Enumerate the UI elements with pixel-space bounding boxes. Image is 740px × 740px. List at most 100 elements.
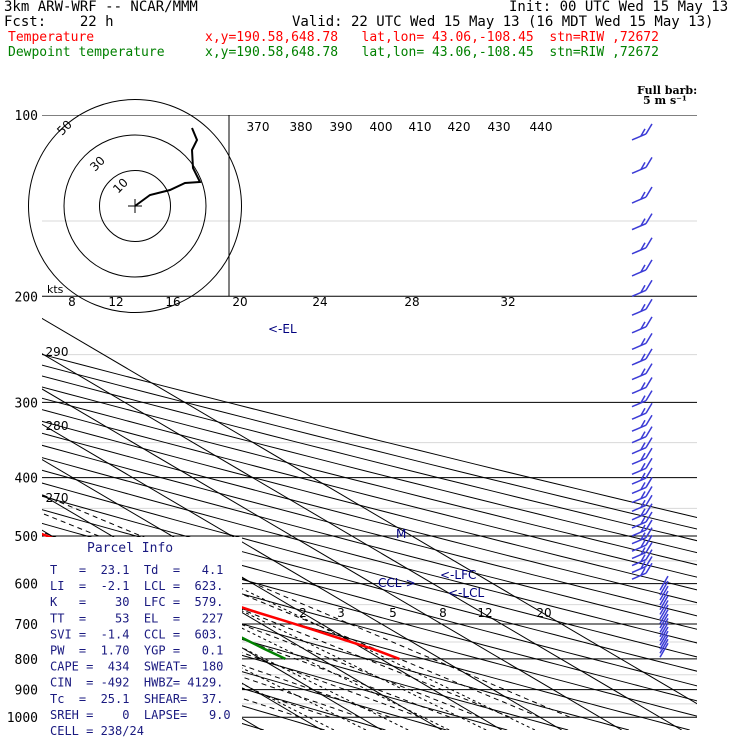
temperature-profile: [42, 532, 400, 661]
wind-barb: [645, 377, 653, 388]
wind-barb: [631, 386, 647, 395]
wind-barb: [645, 467, 653, 479]
mixing-ratio-label: 2: [299, 606, 307, 620]
wind-barb: [645, 519, 653, 531]
wind-barb: [659, 609, 669, 624]
wind-barb: [631, 308, 647, 316]
pressure-tick-label: 800: [15, 653, 38, 668]
wind-barb: [631, 247, 647, 255]
wind-barb: [631, 513, 647, 521]
wind-barb: [645, 414, 653, 426]
wind-barb: [631, 133, 647, 141]
wind-barb: [640, 532, 646, 541]
theta-label: 420: [448, 120, 471, 134]
wind-barb: [631, 342, 647, 351]
upper-scale-label: 8: [68, 295, 76, 309]
parcel-info-row: CIN = -492 HWBZ= 4129.: [50, 676, 223, 690]
wind-barb: [640, 407, 646, 416]
parcel-info-row: T = 23.1 Td = 4.1: [50, 563, 223, 577]
wind-barb: [640, 419, 646, 428]
wind-barb: [640, 442, 646, 451]
pressure-tick-label: 200: [15, 290, 38, 305]
wind-barb: [659, 590, 669, 606]
wind-barb: [640, 431, 646, 440]
wind-barb: [659, 575, 669, 591]
wind-barb: [640, 395, 646, 404]
wind-barb: [645, 402, 653, 414]
parcel-panel-bg: [42, 537, 242, 732]
temperature-location: x,y=190.58,648.78 lat,lon= 43.06,-108.45…: [205, 30, 659, 45]
wind-barb: [631, 358, 647, 366]
wind-barb: [659, 638, 669, 654]
wind-barb: [659, 618, 669, 633]
wind-barb: [659, 580, 669, 596]
wind-barb: [645, 549, 653, 560]
pressure-tick-label: 700: [15, 618, 38, 633]
wind-barb: [640, 491, 646, 499]
mixing-ratio-label: 5: [389, 606, 397, 620]
pressure-tick-label: 300: [15, 396, 38, 411]
wind-barb: [645, 556, 653, 567]
dry-adiabat: [42, 482, 697, 658]
wind-barb: [645, 156, 653, 168]
mixing-ratio-label: 12: [477, 606, 492, 620]
wind-barb: [645, 363, 653, 374]
wind-barb: [640, 508, 646, 517]
wind-barb: [631, 457, 647, 465]
wind-barb: [659, 634, 669, 650]
theta-label: 280: [46, 419, 69, 433]
isotherm-line: [42, 459, 502, 730]
wind-barb: [645, 316, 653, 328]
theta-label: 380: [290, 120, 313, 134]
mixing-ratio-label: 8: [439, 606, 447, 620]
wind-barb: [640, 516, 646, 525]
wind-barb: [645, 213, 653, 225]
mixing-ratio-line: [112, 583, 409, 730]
parcel-info-panel: Parcel Info T = 23.1 Td = 4.1 LI = -2.1 LC…: [50, 541, 231, 738]
wind-barb: [631, 412, 647, 420]
wind-barb: [631, 486, 647, 495]
wind-barb: [631, 572, 647, 580]
wind-barb: [640, 337, 646, 346]
level-annotation: <-LCL: [448, 586, 484, 600]
hodograph-ring: [28, 99, 242, 313]
wind-barb: [645, 123, 653, 135]
wind-barb: [640, 321, 646, 330]
parcel-info-title: Parcel Info: [87, 541, 173, 556]
dry-adiabat: [42, 420, 697, 591]
wind-barb: [640, 161, 646, 170]
wind-barb: [645, 332, 653, 344]
wind-barb: [645, 457, 653, 469]
theta-label: 270: [46, 491, 69, 505]
wind-barb: [631, 551, 647, 560]
upper-scale-label: 16: [165, 295, 180, 309]
wind-barb: [659, 613, 669, 629]
wind-barb: [631, 504, 647, 512]
wind-barb: [631, 565, 647, 574]
upper-scale-label: 24: [312, 295, 327, 309]
dry-adiabat: [42, 444, 697, 617]
wind-barb: [640, 499, 646, 508]
barb-legend-label: Full barb:: [637, 84, 697, 97]
level-annotation: CCL->: [378, 576, 416, 590]
upper-scale-label: 12: [108, 295, 123, 309]
pressure-tick-label: 900: [15, 684, 38, 699]
level-annotation: M: [396, 527, 406, 541]
pressure-tick-label: 500: [15, 530, 38, 545]
hodograph-ring: [63, 134, 207, 278]
theta-label: 370: [247, 120, 270, 134]
wind-barb: [640, 191, 646, 200]
upper-scale-label: 28: [404, 295, 419, 309]
dry-adiabat: [42, 495, 697, 672]
dry-adiabat: [42, 580, 569, 730]
wind-barb: [631, 536, 647, 545]
mixing-ratio-line: [231, 583, 536, 730]
wind-barb: [640, 524, 646, 533]
dry-adiabat: [42, 353, 697, 519]
wind-barb: [645, 503, 653, 515]
wind-barb: [645, 527, 653, 539]
wind-barb: [659, 622, 669, 638]
wind-barb: [645, 426, 653, 438]
wind-barb: [640, 567, 646, 576]
wind-barb: [659, 626, 669, 642]
